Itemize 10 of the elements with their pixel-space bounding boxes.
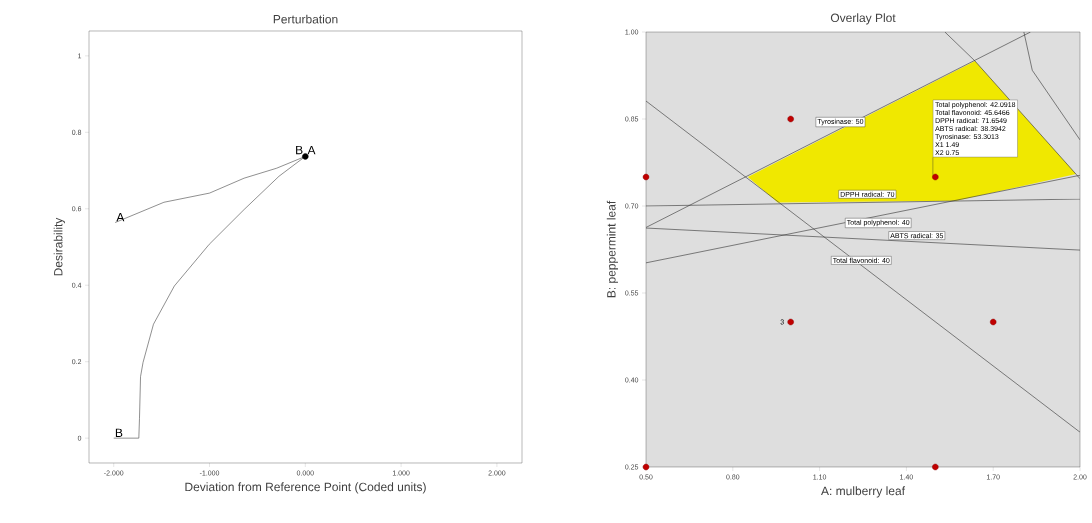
text: A bbox=[307, 145, 316, 155]
chart-title: Perturbation bbox=[273, 14, 338, 24]
x-axis-title: Deviation from Reference Point (Coded units) bbox=[185, 482, 426, 494]
y-axis-title: B: peppermint leaf bbox=[606, 200, 618, 298]
series-label: A bbox=[116, 213, 125, 222]
y-axis-title: Desirability bbox=[53, 217, 65, 276]
text: B bbox=[296, 145, 303, 155]
x-axis-title: A: mulberry leaf bbox=[821, 486, 906, 498]
chart-title: Overlay Plot bbox=[830, 13, 896, 25]
series-label: B bbox=[115, 428, 123, 437]
